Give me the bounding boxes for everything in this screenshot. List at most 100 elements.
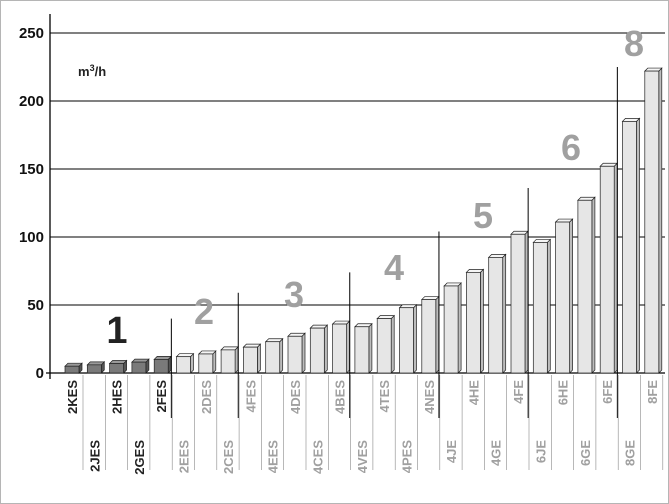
bar-top bbox=[220, 346, 239, 351]
bar-top bbox=[197, 350, 217, 355]
x-tick-label: 4EES bbox=[266, 440, 281, 474]
x-tick-label: 4JE bbox=[444, 440, 459, 463]
bar-side bbox=[569, 218, 573, 374]
x-tick-label: 4FE bbox=[511, 380, 526, 404]
bar-top bbox=[264, 338, 284, 343]
bar-top bbox=[487, 254, 507, 258]
y-tick-label: 200 bbox=[19, 93, 44, 110]
x-tick-label: 4GE bbox=[489, 440, 504, 466]
group-labels: 1 2 3 4 5 6 8 bbox=[106, 23, 644, 352]
bar-2CES bbox=[220, 346, 239, 374]
x-tick-label: 2JES bbox=[87, 440, 102, 472]
bar-top bbox=[621, 118, 641, 122]
bar-4DES bbox=[287, 332, 306, 374]
bar-front bbox=[555, 221, 570, 374]
bar-top bbox=[510, 230, 529, 235]
bar-front bbox=[510, 233, 526, 374]
bar-4EES bbox=[264, 337, 284, 374]
bar-6FE bbox=[599, 162, 619, 374]
bar-side bbox=[212, 350, 217, 374]
bar-top bbox=[420, 296, 440, 300]
bar-side bbox=[323, 324, 328, 374]
x-tick-label: 2EES bbox=[177, 440, 192, 474]
x-tick-label: 4PES bbox=[400, 440, 415, 474]
bar-front bbox=[376, 318, 392, 374]
x-tick-label: 2DES bbox=[199, 380, 214, 414]
bar-top bbox=[131, 358, 150, 363]
bar-top bbox=[398, 304, 418, 309]
bar-6GE bbox=[577, 196, 596, 374]
bar-4JE bbox=[443, 282, 462, 374]
bar-2FES bbox=[153, 355, 173, 374]
x-tick-label: 4CES bbox=[310, 440, 325, 474]
y-tick-label: 100 bbox=[19, 229, 44, 246]
bar-front bbox=[443, 285, 459, 374]
bar-2EES bbox=[175, 352, 195, 374]
y-tick-label: 0 bbox=[36, 365, 44, 382]
group-label-4: 4 bbox=[384, 247, 404, 288]
bar-front bbox=[577, 199, 593, 374]
x-tick-label: 4VES bbox=[355, 440, 370, 474]
x-tick-label: 4FES bbox=[243, 380, 258, 413]
bar-front bbox=[644, 70, 660, 374]
bar-front bbox=[287, 335, 303, 374]
bars bbox=[64, 67, 663, 374]
group-label-1: 1 bbox=[106, 310, 127, 352]
bar-top bbox=[554, 218, 574, 223]
bar-4FES bbox=[242, 343, 262, 374]
group-label-5: 5 bbox=[473, 195, 493, 236]
bar-front bbox=[131, 361, 147, 374]
bar-2HES bbox=[108, 359, 128, 374]
x-tick-label: 6HE bbox=[556, 380, 571, 406]
x-tick-label: 8FE bbox=[645, 380, 660, 404]
bar-side bbox=[435, 295, 440, 374]
x-tick-label: 4NES bbox=[422, 380, 437, 414]
bar-top bbox=[599, 162, 619, 167]
group-dividers bbox=[170, 67, 618, 418]
bar-top bbox=[376, 315, 396, 319]
bar-side bbox=[636, 117, 640, 374]
bar-top bbox=[242, 343, 262, 348]
bar-side bbox=[658, 67, 663, 374]
bar-front bbox=[466, 272, 481, 374]
bar-6HE bbox=[554, 218, 574, 374]
bar-side bbox=[457, 282, 462, 374]
bar-side bbox=[346, 320, 350, 374]
bar-side bbox=[413, 303, 417, 374]
bar-top bbox=[309, 324, 329, 329]
bar-4BES bbox=[331, 320, 351, 374]
x-tick-label: 2HES bbox=[110, 380, 125, 414]
x-tick-label: 2FES bbox=[154, 380, 169, 413]
bar-2JES bbox=[86, 360, 106, 374]
bar-side bbox=[257, 343, 261, 374]
bar-front bbox=[421, 299, 437, 374]
x-tick-label: 2KES bbox=[65, 380, 80, 414]
bar-top bbox=[287, 332, 306, 337]
x-tick-label: 6JE bbox=[533, 440, 548, 463]
x-tick-label: 6GE bbox=[578, 440, 593, 466]
bar-front bbox=[153, 359, 169, 374]
bar-side bbox=[301, 332, 306, 374]
bar-front bbox=[64, 365, 80, 374]
bar-front bbox=[332, 323, 347, 374]
bar-front bbox=[599, 165, 615, 374]
bar-top bbox=[577, 196, 596, 201]
bar-side bbox=[234, 346, 239, 374]
bar-top bbox=[86, 361, 106, 366]
y-tick-label: 250 bbox=[19, 25, 44, 42]
bar-2GES bbox=[131, 358, 150, 374]
bar-front bbox=[622, 121, 637, 374]
bar-4HE bbox=[465, 268, 485, 374]
bar-top bbox=[153, 356, 173, 360]
bar-front bbox=[309, 327, 325, 374]
x-tick-label: 2CES bbox=[221, 440, 236, 474]
bar-4TES bbox=[376, 314, 396, 374]
unit-label: m3/h bbox=[78, 63, 106, 79]
bar-2KES bbox=[64, 362, 83, 374]
bar-top bbox=[64, 362, 83, 367]
bar-4FE bbox=[510, 230, 529, 374]
bar-4VES bbox=[354, 322, 373, 374]
group-label-6: 6 bbox=[561, 127, 581, 168]
y-tick-label: 50 bbox=[27, 297, 44, 314]
